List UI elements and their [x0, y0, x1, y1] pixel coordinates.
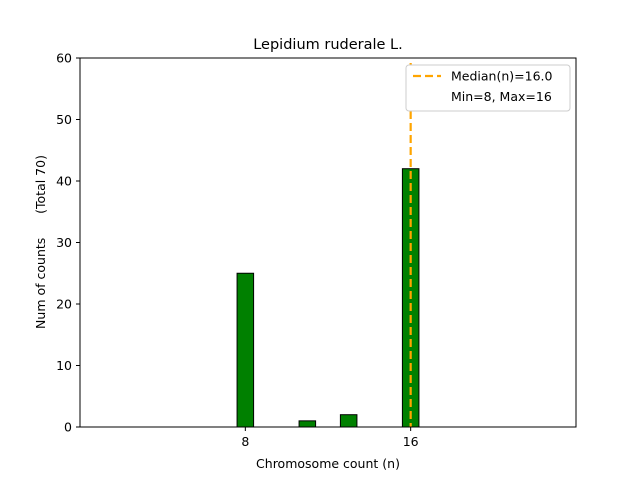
y-tick-label: 0 [64, 420, 72, 435]
x-tick-label: 8 [241, 434, 249, 449]
y-tick-label: 60 [56, 51, 72, 66]
legend-box [405, 64, 571, 112]
y-axis-ticks: 0 10 20 30 40 50 60 [56, 51, 80, 435]
y-tick-label: 20 [56, 297, 72, 312]
x-tick-label: 16 [403, 434, 419, 449]
bar-11 [298, 420, 317, 428]
legend-entry-minmax: Min=8, Max=16 [451, 89, 552, 104]
y-axis-label: Num of counts (Total 70) [33, 155, 48, 329]
legend-entry-median: Median(n)=16.0 [451, 69, 552, 84]
y-tick-label: 50 [56, 112, 72, 127]
x-axis-ticks: 8 16 [241, 427, 419, 449]
y-tick-label: 10 [56, 358, 72, 373]
plot-frame [79, 57, 577, 428]
bars-group [236, 168, 420, 428]
bar-8 [236, 272, 255, 428]
x-axis-label: Chromosome count (n) [256, 456, 400, 471]
legend: Median(n)=16.0 Min=8, Max=16 [405, 64, 571, 112]
y-tick-label: 30 [56, 235, 72, 250]
y-tick-label: 40 [56, 174, 72, 189]
bar-13 [339, 414, 358, 428]
chart-title: Lepidium ruderale L. [253, 37, 403, 53]
